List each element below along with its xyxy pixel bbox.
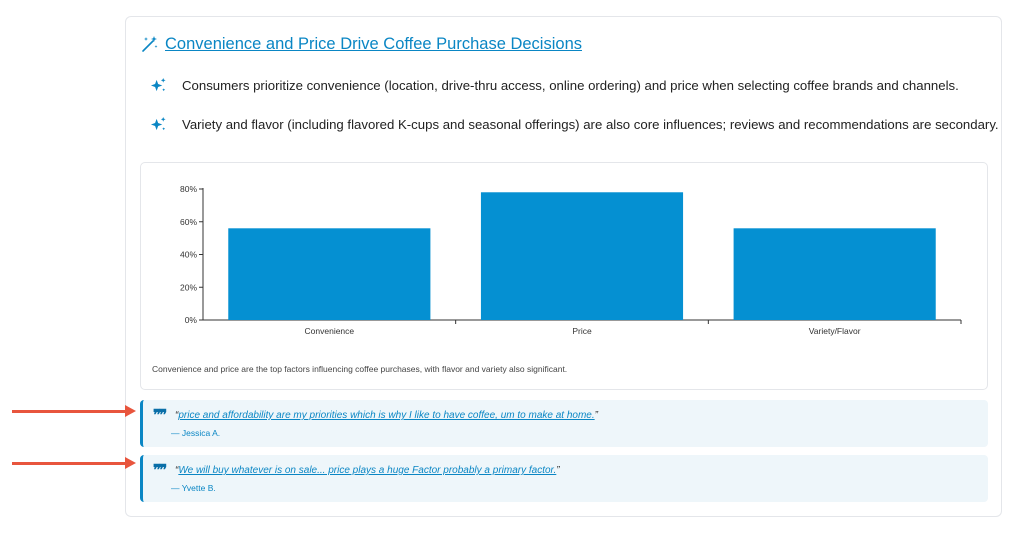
bar xyxy=(228,228,431,320)
quote-mark-icon: ❞❞ xyxy=(153,461,167,479)
quote-card: ❞❞ “We will buy whatever is on sale... p… xyxy=(140,455,988,502)
chart-caption: Convenience and price are the top factor… xyxy=(152,364,568,374)
x-tick-label: Variety/Flavor xyxy=(809,326,861,336)
insight-title-link[interactable]: Convenience and Price Drive Coffee Purch… xyxy=(165,34,582,53)
insight-card: Convenience and Price Drive Coffee Purch… xyxy=(125,16,1002,517)
bar-chart: 0% 20% 40% 60% 80% Convenience Price Variety/Fl… xyxy=(180,184,962,336)
x-tick-label: Price xyxy=(572,326,592,336)
quote-text: “We will buy whatever is on sale... pric… xyxy=(175,465,560,476)
bullet-text: Consumers prioritize convenience (locati… xyxy=(182,78,959,93)
bullet-text: Variety and flavor (including flavored K… xyxy=(182,117,999,132)
annotation-arrow xyxy=(12,457,136,469)
annotation-arrow xyxy=(12,405,136,417)
quote-link[interactable]: We will buy whatever is on sale... price… xyxy=(178,465,557,476)
bullet-item: Consumers prioritize convenience (locati… xyxy=(150,77,959,94)
magic-wand-icon xyxy=(142,36,158,52)
quote-text: “price and affordability are my prioriti… xyxy=(175,410,598,421)
sparkle-icon xyxy=(150,77,166,92)
y-tick-label: 40% xyxy=(180,250,197,260)
quote-card: ❞❞ “price and affordability are my prior… xyxy=(140,400,988,447)
quote-link[interactable]: price and affordability are my prioritie… xyxy=(178,410,595,421)
quote-author: — Yvette B. xyxy=(171,483,216,493)
chart-container: 0% 20% 40% 60% 80% Convenience Price Variety/Fl… xyxy=(140,162,988,390)
insight-title-row: Convenience and Price Drive Coffee Purch… xyxy=(140,34,582,54)
bar xyxy=(733,228,936,320)
x-tick-label: Convenience xyxy=(305,326,355,336)
bar xyxy=(480,192,684,320)
y-tick-label: 60% xyxy=(180,217,197,227)
quote-mark-icon: ❞❞ xyxy=(153,406,167,424)
bullet-item: Variety and flavor (including flavored K… xyxy=(150,116,999,133)
y-tick-label: 0% xyxy=(185,315,198,325)
quote-author: — Jessica A. xyxy=(171,428,221,438)
y-tick-label: 20% xyxy=(180,282,197,292)
y-tick-label: 80% xyxy=(180,184,197,194)
sparkle-icon xyxy=(150,116,166,131)
